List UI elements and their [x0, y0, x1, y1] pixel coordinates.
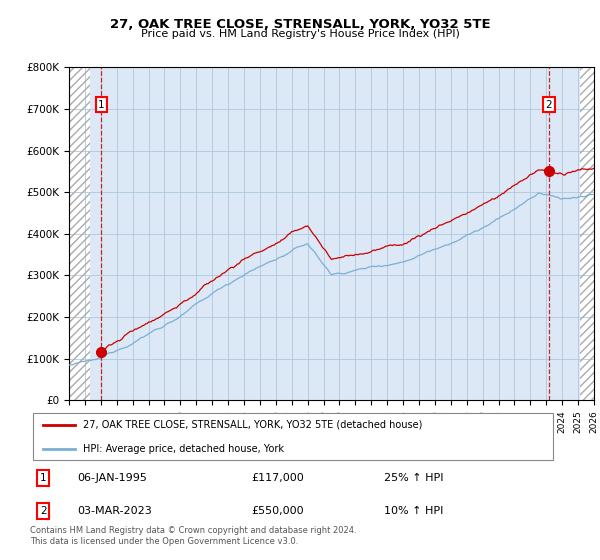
Text: Contains HM Land Registry data © Crown copyright and database right 2024.
This d: Contains HM Land Registry data © Crown c…	[30, 526, 356, 546]
Text: HPI: Average price, detached house, York: HPI: Average price, detached house, York	[83, 444, 284, 454]
Text: £550,000: £550,000	[252, 506, 304, 516]
Bar	[69, 67, 89, 400]
Text: 1: 1	[40, 473, 47, 483]
Text: £117,000: £117,000	[252, 473, 305, 483]
Text: 25% ↑ HPI: 25% ↑ HPI	[384, 473, 443, 483]
Text: 27, OAK TREE CLOSE, STRENSALL, YORK, YO32 5TE: 27, OAK TREE CLOSE, STRENSALL, YORK, YO3…	[110, 18, 490, 31]
Text: 27, OAK TREE CLOSE, STRENSALL, YORK, YO32 5TE (detached house): 27, OAK TREE CLOSE, STRENSALL, YORK, YO3…	[83, 420, 422, 430]
Text: 03-MAR-2023: 03-MAR-2023	[77, 506, 152, 516]
Text: 2: 2	[40, 506, 47, 516]
Bar	[580, 67, 594, 400]
Text: 2: 2	[545, 100, 552, 110]
FancyBboxPatch shape	[32, 413, 553, 460]
Text: 1: 1	[98, 100, 105, 110]
Bar	[580, 67, 594, 400]
Bar	[69, 67, 89, 400]
Text: 10% ↑ HPI: 10% ↑ HPI	[384, 506, 443, 516]
Text: Price paid vs. HM Land Registry's House Price Index (HPI): Price paid vs. HM Land Registry's House …	[140, 29, 460, 39]
Text: 06-JAN-1995: 06-JAN-1995	[77, 473, 148, 483]
